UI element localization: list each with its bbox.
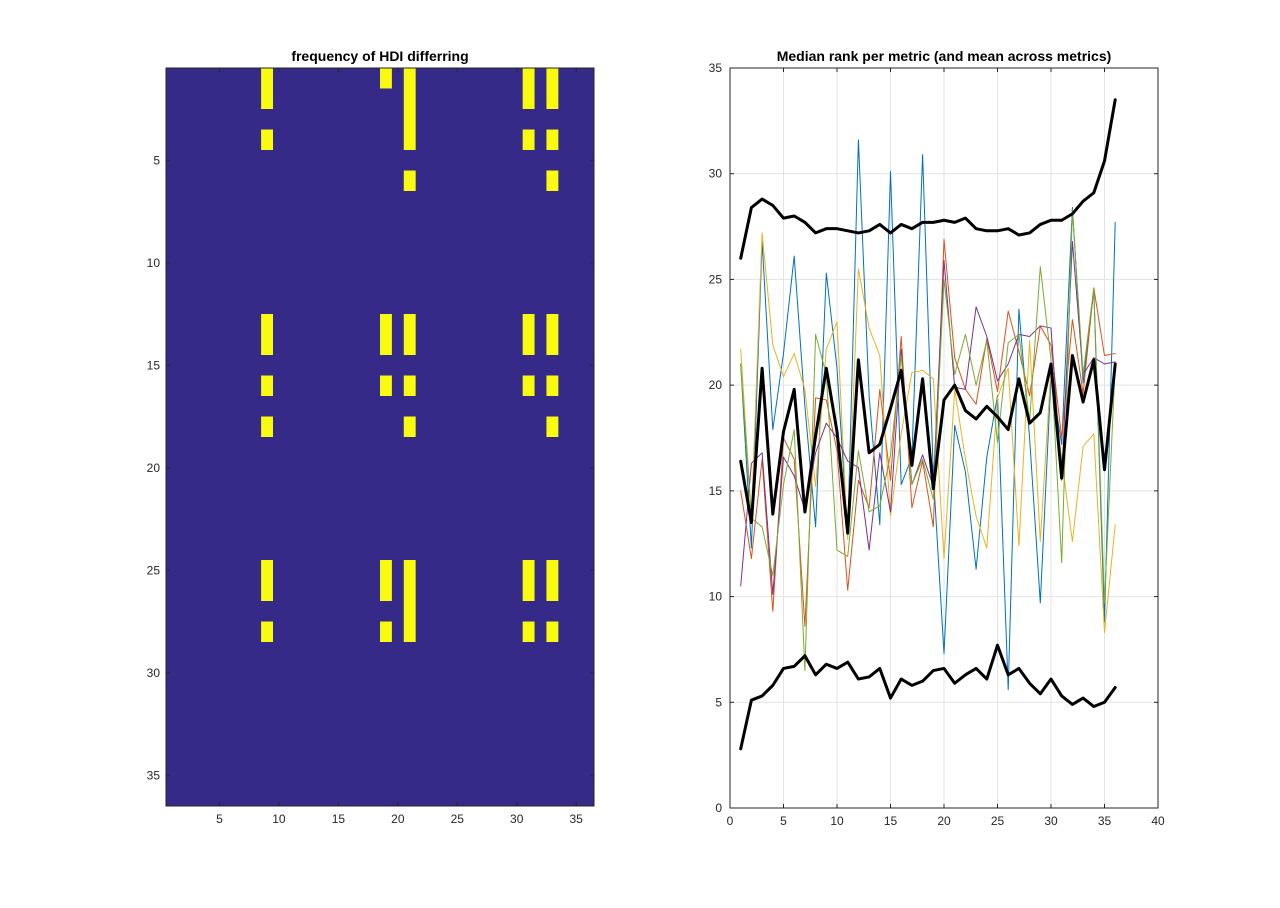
heatmap-cell xyxy=(403,560,416,581)
heatmap-x-tick-label: 35 xyxy=(569,812,583,826)
heatmap-cell xyxy=(261,129,273,150)
heatmap-cell xyxy=(546,129,559,150)
heatmap-cell xyxy=(522,314,535,335)
heatmap-cell xyxy=(546,314,559,335)
heatmap-y-tick-label: 30 xyxy=(147,666,161,680)
heatmap-cell xyxy=(380,314,392,335)
heatmap-cell xyxy=(546,560,559,581)
line-chart-title: Median rank per metric (and mean across … xyxy=(777,48,1112,64)
line-chart-x-tick-label: 40 xyxy=(1151,814,1165,828)
heatmap-x-tick-label: 10 xyxy=(272,812,286,826)
heatmap-y-tick-label: 20 xyxy=(147,461,161,475)
heatmap-cell xyxy=(380,580,392,601)
heatmap-y-tick-label: 5 xyxy=(153,153,160,167)
heatmap-frame xyxy=(165,67,595,807)
heatmap-cell xyxy=(403,170,416,191)
line-chart-y-tick-label: 0 xyxy=(715,801,722,815)
heatmap-background xyxy=(166,68,594,806)
series-line-7 xyxy=(739,354,1117,535)
heatmap-cell xyxy=(546,334,559,355)
line-chart-y-tick-label: 30 xyxy=(709,167,723,181)
heatmap-cell xyxy=(261,560,273,581)
heatmap-cell xyxy=(522,68,535,89)
heatmap-title: frequency of HDI differring xyxy=(291,48,468,64)
heatmap-cell xyxy=(546,88,559,109)
line-chart-axes: 0 5 10 15 20 25 30 35 40 0 5 10 15 20 25 30 35 xyxy=(709,61,1165,828)
line-chart-y-tick-label: 15 xyxy=(709,484,723,498)
line-chart-series xyxy=(739,98,1117,751)
heatmap-cell xyxy=(261,68,273,89)
heatmap-cell xyxy=(261,314,273,335)
line-chart-x-tick-label: 10 xyxy=(830,814,844,828)
heatmap-cell xyxy=(522,375,535,396)
series-line-6 xyxy=(739,98,1117,260)
line-chart-y-tick-label: 10 xyxy=(709,590,723,604)
heatmap-cell xyxy=(403,88,416,109)
heatmap-cell xyxy=(403,334,416,355)
heatmap-cell xyxy=(522,129,535,150)
line-chart-x-tick-label: 35 xyxy=(1098,814,1112,828)
heatmap-cell xyxy=(403,416,416,437)
line-chart-x-tick-label: 5 xyxy=(780,814,787,828)
heatmap-y-tick-label: 10 xyxy=(147,256,161,270)
line-chart-y-tick-label: 20 xyxy=(709,378,723,392)
heatmap-cell xyxy=(403,621,416,642)
heatmap-cell xyxy=(403,68,416,89)
heatmap-x-tick-label: 20 xyxy=(391,812,405,826)
heatmap-cell xyxy=(522,334,535,355)
heatmap-y-tick-label: 15 xyxy=(147,358,161,372)
heatmap-cell xyxy=(522,580,535,601)
heatmap-cell xyxy=(546,375,559,396)
line-chart-y-tick-label: 25 xyxy=(709,272,723,286)
heatmap-cell xyxy=(546,170,559,191)
heatmap-cell xyxy=(403,109,416,130)
heatmap-x-tick-label: 5 xyxy=(216,812,223,826)
heatmap-cell xyxy=(261,416,273,437)
heatmap-x-tick-label: 30 xyxy=(510,812,524,826)
heatmap-cell xyxy=(522,621,535,642)
heatmap-cell xyxy=(403,601,416,622)
heatmap-cell xyxy=(380,68,392,89)
heatmap-cell xyxy=(380,334,392,355)
line-chart-x-tick-label: 30 xyxy=(1044,814,1058,828)
heatmap-cell xyxy=(261,580,273,601)
heatmap-y-tick-label: 25 xyxy=(147,563,161,577)
line-chart-x-tick-label: 0 xyxy=(727,814,734,828)
heatmap-cell xyxy=(403,580,416,601)
heatmap-cell xyxy=(546,621,559,642)
heatmap-x-tick-label: 15 xyxy=(332,812,346,826)
line-chart-y-tick-label: 35 xyxy=(709,61,723,75)
heatmap-cell xyxy=(380,560,392,581)
heatmap-cell xyxy=(261,621,273,642)
line-chart-x-tick-label: 20 xyxy=(937,814,951,828)
heatmap-cell xyxy=(403,375,416,396)
heatmap-cell xyxy=(261,334,273,355)
heatmap-axes: 5 10 15 20 25 30 35 5 10 15 20 25 30 35 xyxy=(147,67,595,826)
heatmap-cell xyxy=(261,375,273,396)
line-chart-x-tick-label: 15 xyxy=(884,814,898,828)
heatmap-cell xyxy=(380,621,392,642)
heatmap-cell xyxy=(403,129,416,150)
heatmap-cell xyxy=(261,88,273,109)
line-chart-y-tick-label: 5 xyxy=(715,695,722,709)
heatmap-cells xyxy=(166,68,594,806)
heatmap-cell xyxy=(546,580,559,601)
heatmap-cell xyxy=(546,416,559,437)
line-plot: Median rank per metric (and mean across … xyxy=(709,48,1165,828)
heatmap-y-tick-label: 35 xyxy=(147,768,161,782)
heatmap-cell xyxy=(522,560,535,581)
heatmap-x-tick-label: 25 xyxy=(451,812,465,826)
heatmap-plot: frequency of HDI differring 5 10 15 20 25 30 3… xyxy=(147,48,595,826)
series-line-8 xyxy=(739,643,1117,751)
heatmap-cell xyxy=(380,375,392,396)
heatmap-cell xyxy=(403,314,416,335)
heatmap-cell xyxy=(546,68,559,89)
line-chart-x-tick-label: 25 xyxy=(991,814,1005,828)
heatmap-cell xyxy=(522,88,535,109)
